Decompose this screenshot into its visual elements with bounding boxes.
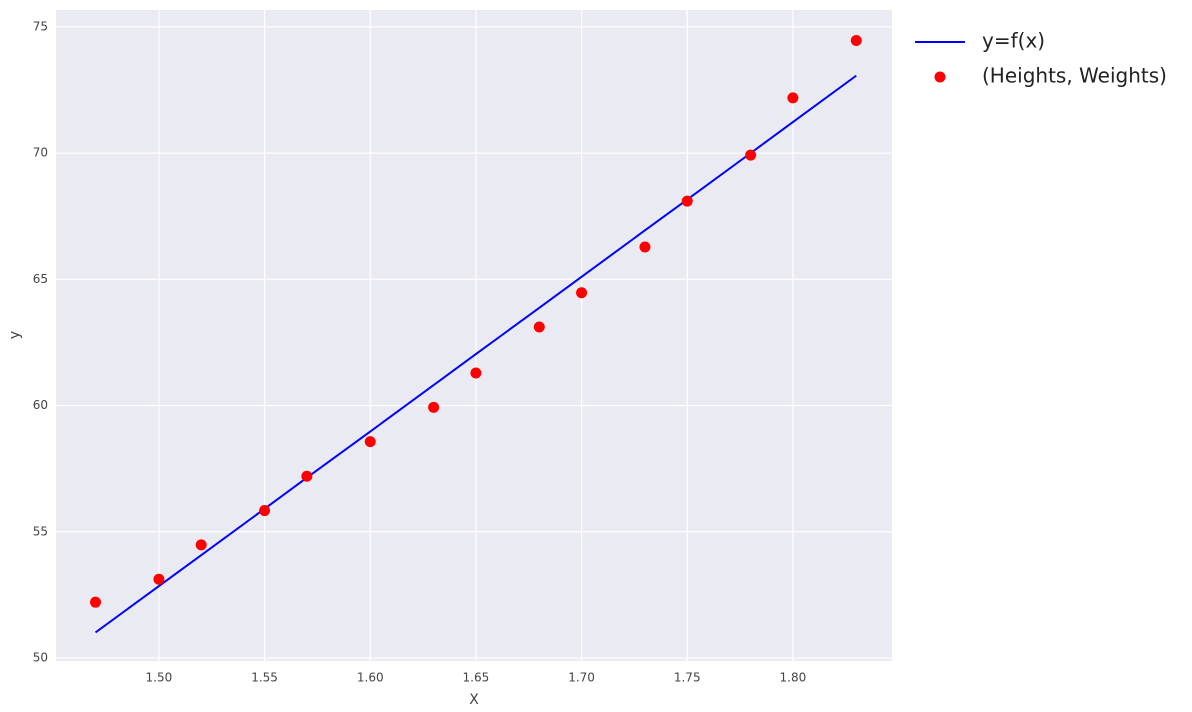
data-point [787, 92, 799, 104]
data-point [153, 573, 165, 585]
data-point [639, 241, 651, 253]
data-point [470, 367, 482, 379]
x-tick-label: 1.55 [251, 671, 278, 685]
x-axis-label: X [469, 692, 479, 708]
x-tick-label: 1.50 [146, 671, 173, 685]
data-point [195, 539, 207, 551]
y-tick-label: 60 [33, 398, 48, 412]
x-tick-label: 1.60 [357, 671, 384, 685]
data-point [364, 436, 376, 448]
x-tick-label: 1.75 [674, 671, 701, 685]
y-tick-label: 75 [33, 19, 48, 33]
y-tick-label: 55 [33, 524, 48, 538]
data-point [745, 149, 757, 161]
data-point [533, 321, 545, 333]
data-point [301, 470, 313, 482]
y-tick-label: 70 [33, 146, 48, 160]
legend-label: (Heights, Weights) [982, 64, 1167, 88]
data-point [681, 195, 693, 207]
y-tick-label: 65 [33, 272, 48, 286]
x-tick-label: 1.80 [780, 671, 807, 685]
data-point [576, 287, 588, 299]
y-axis-label: y [7, 331, 23, 339]
data-point [850, 35, 862, 47]
y-tick-label: 50 [33, 650, 48, 664]
data-point [259, 505, 271, 517]
x-tick-label: 1.70 [568, 671, 595, 685]
data-point [90, 596, 102, 608]
x-tick-label: 1.65 [463, 671, 490, 685]
data-point [428, 401, 440, 413]
legend-marker [934, 71, 946, 83]
plot-area [56, 10, 892, 661]
fit-line [94, 74, 857, 634]
legend-label: y=f(x) [982, 29, 1045, 53]
